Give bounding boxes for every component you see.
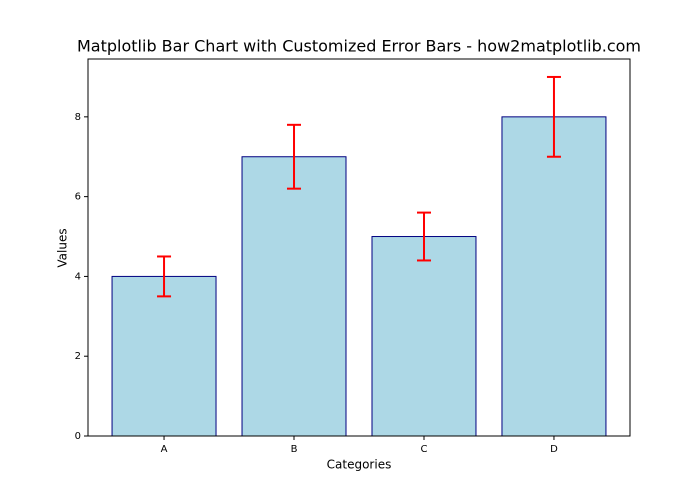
error-bar	[157, 255, 172, 298]
y-tick-label: 2	[75, 351, 81, 362]
error-bar	[287, 123, 302, 190]
bar	[501, 116, 607, 437]
y-tick-label: 0	[75, 431, 81, 442]
x-tick-label: B	[291, 444, 298, 455]
x-tick-label: D	[550, 444, 558, 455]
y-tick-label: 6	[75, 192, 81, 203]
y-tick-label: 4	[75, 271, 81, 282]
chart-title: Matplotlib Bar Chart with Customized Err…	[77, 37, 641, 56]
bar	[241, 156, 347, 437]
y-tick-label: 8	[75, 112, 81, 123]
x-tick-label: A	[161, 444, 168, 455]
x-tick-label: C	[420, 444, 427, 455]
bar	[111, 275, 217, 437]
error-bar	[546, 75, 561, 158]
error-bar	[416, 211, 431, 262]
y-axis-label: Values	[56, 228, 70, 267]
plot-frame	[87, 58, 631, 437]
bar	[371, 236, 477, 437]
x-axis-label: Categories	[327, 458, 392, 472]
